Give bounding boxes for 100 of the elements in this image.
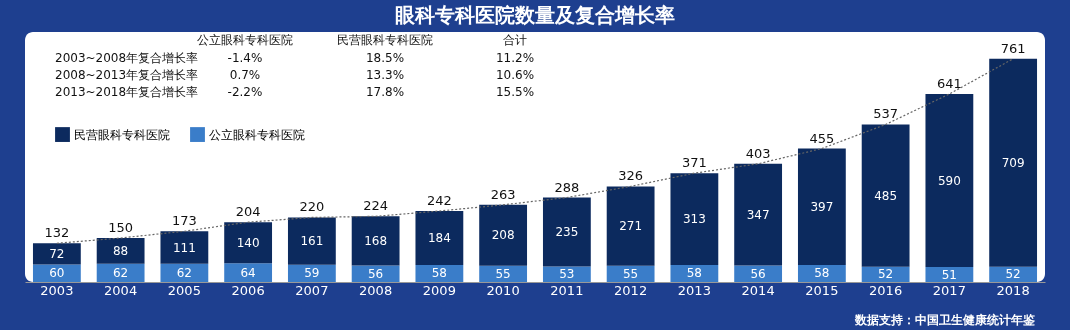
data-label: 235 bbox=[555, 224, 579, 239]
data-label: 168 bbox=[364, 233, 388, 248]
data-label: 58 bbox=[814, 266, 830, 281]
data-label: 55 bbox=[495, 266, 511, 281]
data-label: 590 bbox=[937, 173, 961, 188]
x-tick-label: 2012 bbox=[614, 282, 648, 298]
annotation: -1.4% bbox=[227, 51, 263, 65]
bar bbox=[861, 124, 910, 267]
data-label: 52 bbox=[877, 267, 894, 282]
data-label: 51 bbox=[941, 267, 958, 282]
data-label: 208 bbox=[491, 228, 515, 243]
x-tick-label: 2003 bbox=[40, 282, 74, 298]
annotation: 13.3% bbox=[365, 68, 405, 82]
bar bbox=[224, 222, 273, 264]
annotation: 11.2% bbox=[495, 51, 535, 65]
annotation: 17.8% bbox=[365, 85, 405, 99]
x-tick-label: 2010 bbox=[486, 282, 520, 298]
data-label: 761 bbox=[1000, 40, 1026, 56]
data-label: 72 bbox=[49, 246, 65, 261]
data-label: 224 bbox=[363, 198, 389, 214]
bar bbox=[925, 267, 974, 282]
x-tick-label: 2016 bbox=[869, 282, 903, 298]
annotation: 民营眼科专科医院 bbox=[337, 33, 433, 47]
bar bbox=[96, 238, 145, 264]
data-label: 88 bbox=[112, 243, 129, 258]
bar bbox=[797, 264, 846, 282]
data-label: 347 bbox=[746, 207, 770, 222]
annotation: 10.6% bbox=[495, 68, 535, 82]
x-tick-label: 2015 bbox=[805, 282, 839, 298]
x-tick-label: 2004 bbox=[104, 282, 138, 298]
data-label: 140 bbox=[236, 235, 260, 250]
data-label: 56 bbox=[367, 266, 384, 281]
x-tick-label: 2005 bbox=[167, 282, 201, 298]
data-label: 132 bbox=[44, 225, 70, 241]
data-label: 242 bbox=[426, 193, 452, 209]
x-tick-label: 2013 bbox=[677, 282, 711, 298]
annotation: 公立眼科专科医院 bbox=[197, 33, 293, 47]
bar bbox=[797, 148, 846, 265]
bar bbox=[415, 211, 464, 265]
text: 数据支持：中国卫生健康统计年鉴 bbox=[854, 313, 1035, 327]
bar bbox=[479, 204, 528, 266]
data-label: 173 bbox=[171, 213, 197, 229]
bar bbox=[287, 217, 336, 265]
legend-label: 民营眼科专科医院 bbox=[74, 127, 170, 142]
x-tick-label: 2007 bbox=[295, 282, 329, 298]
text: 眼科专科医院数量及复合增长率 bbox=[395, 3, 675, 27]
data-label: 455 bbox=[809, 130, 835, 146]
annotation: 2013~2018年复合增长率 bbox=[55, 85, 199, 99]
data-label: 111 bbox=[172, 240, 196, 255]
data-label: 58 bbox=[431, 266, 448, 281]
annotation: -2.2% bbox=[227, 85, 263, 99]
data-label: 52 bbox=[1005, 267, 1021, 282]
data-label: 326 bbox=[618, 168, 644, 184]
data-label: 56 bbox=[750, 266, 766, 281]
data-label: 709 bbox=[1001, 155, 1025, 170]
x-tick-label: 2014 bbox=[741, 282, 775, 298]
data-label: 58 bbox=[686, 266, 703, 281]
data-label: 59 bbox=[304, 266, 320, 281]
annotation: 2003~2008年复合增长率 bbox=[55, 51, 199, 65]
bar bbox=[542, 266, 591, 282]
bar bbox=[479, 265, 528, 282]
data-label: 397 bbox=[810, 199, 834, 214]
data-label: 641 bbox=[936, 75, 962, 91]
x-tick-label: 2009 bbox=[422, 282, 456, 298]
x-tick-label: 2006 bbox=[231, 282, 265, 298]
bar bbox=[606, 265, 655, 282]
data-label: 64 bbox=[240, 265, 256, 280]
data-label: 403 bbox=[745, 145, 771, 161]
bar bbox=[32, 264, 81, 282]
data-label: 371 bbox=[681, 155, 707, 171]
data-label: 55 bbox=[622, 266, 639, 281]
data-label: 313 bbox=[682, 212, 706, 227]
bar bbox=[989, 58, 1038, 267]
annotation: 2008~2013年复合增长率 bbox=[55, 68, 199, 82]
data-label: 150 bbox=[108, 220, 134, 235]
bar bbox=[606, 186, 655, 266]
data-label: 204 bbox=[235, 204, 261, 220]
x-tick-label: 2011 bbox=[550, 282, 584, 298]
data-label: 60 bbox=[49, 266, 65, 281]
data-label: 271 bbox=[619, 219, 643, 234]
bar bbox=[160, 263, 209, 282]
data-label: 161 bbox=[300, 234, 324, 249]
x-tick-label: 2018 bbox=[996, 282, 1030, 298]
data-label: 62 bbox=[176, 265, 193, 280]
bar bbox=[351, 216, 400, 266]
annotation: 15.5% bbox=[495, 85, 535, 99]
annotation: 0.7% bbox=[229, 68, 261, 82]
legend-label: 公立眼科专科医院 bbox=[209, 127, 305, 142]
annotation: 合计 bbox=[503, 33, 527, 47]
data-label: 485 bbox=[874, 188, 898, 203]
data-label: 53 bbox=[559, 267, 575, 282]
bar bbox=[734, 163, 783, 266]
bar bbox=[925, 93, 974, 268]
data-label: 263 bbox=[490, 186, 516, 202]
data-label: 220 bbox=[299, 199, 325, 215]
data-label: 184 bbox=[427, 231, 451, 245]
data-label: 288 bbox=[554, 179, 580, 195]
bar bbox=[224, 263, 273, 282]
bar bbox=[542, 197, 591, 267]
bar bbox=[670, 173, 719, 265]
